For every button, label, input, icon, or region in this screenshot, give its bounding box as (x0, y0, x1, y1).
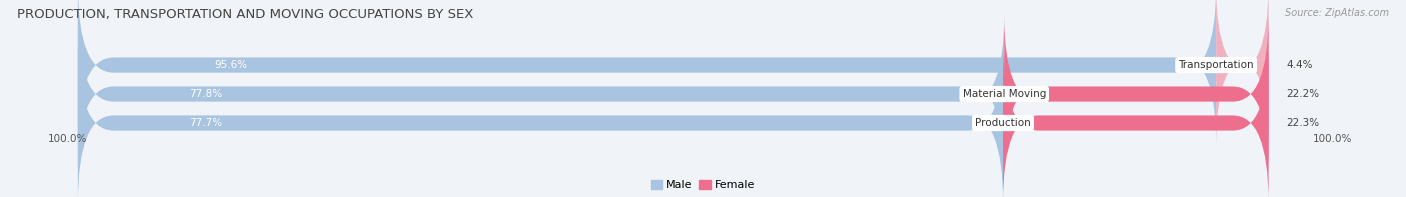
Text: 77.7%: 77.7% (188, 118, 222, 128)
FancyBboxPatch shape (77, 15, 1004, 173)
Text: PRODUCTION, TRANSPORTATION AND MOVING OCCUPATIONS BY SEX: PRODUCTION, TRANSPORTATION AND MOVING OC… (17, 8, 474, 21)
Text: 77.8%: 77.8% (188, 89, 222, 99)
FancyBboxPatch shape (77, 0, 1216, 144)
Text: 22.2%: 22.2% (1286, 89, 1320, 99)
FancyBboxPatch shape (77, 44, 1268, 197)
Text: 95.6%: 95.6% (215, 60, 247, 70)
Text: 22.3%: 22.3% (1286, 118, 1320, 128)
Text: Production: Production (976, 118, 1031, 128)
Text: Transportation: Transportation (1178, 60, 1254, 70)
FancyBboxPatch shape (1216, 0, 1268, 144)
FancyBboxPatch shape (77, 44, 1002, 197)
Text: 100.0%: 100.0% (1313, 134, 1353, 144)
Text: Source: ZipAtlas.com: Source: ZipAtlas.com (1285, 8, 1389, 18)
FancyBboxPatch shape (77, 0, 1268, 144)
FancyBboxPatch shape (1004, 15, 1268, 173)
Text: Material Moving: Material Moving (963, 89, 1046, 99)
Legend: Male, Female: Male, Female (651, 180, 755, 190)
FancyBboxPatch shape (1002, 44, 1268, 197)
Text: 4.4%: 4.4% (1286, 60, 1313, 70)
FancyBboxPatch shape (77, 15, 1268, 173)
Text: 100.0%: 100.0% (48, 134, 87, 144)
